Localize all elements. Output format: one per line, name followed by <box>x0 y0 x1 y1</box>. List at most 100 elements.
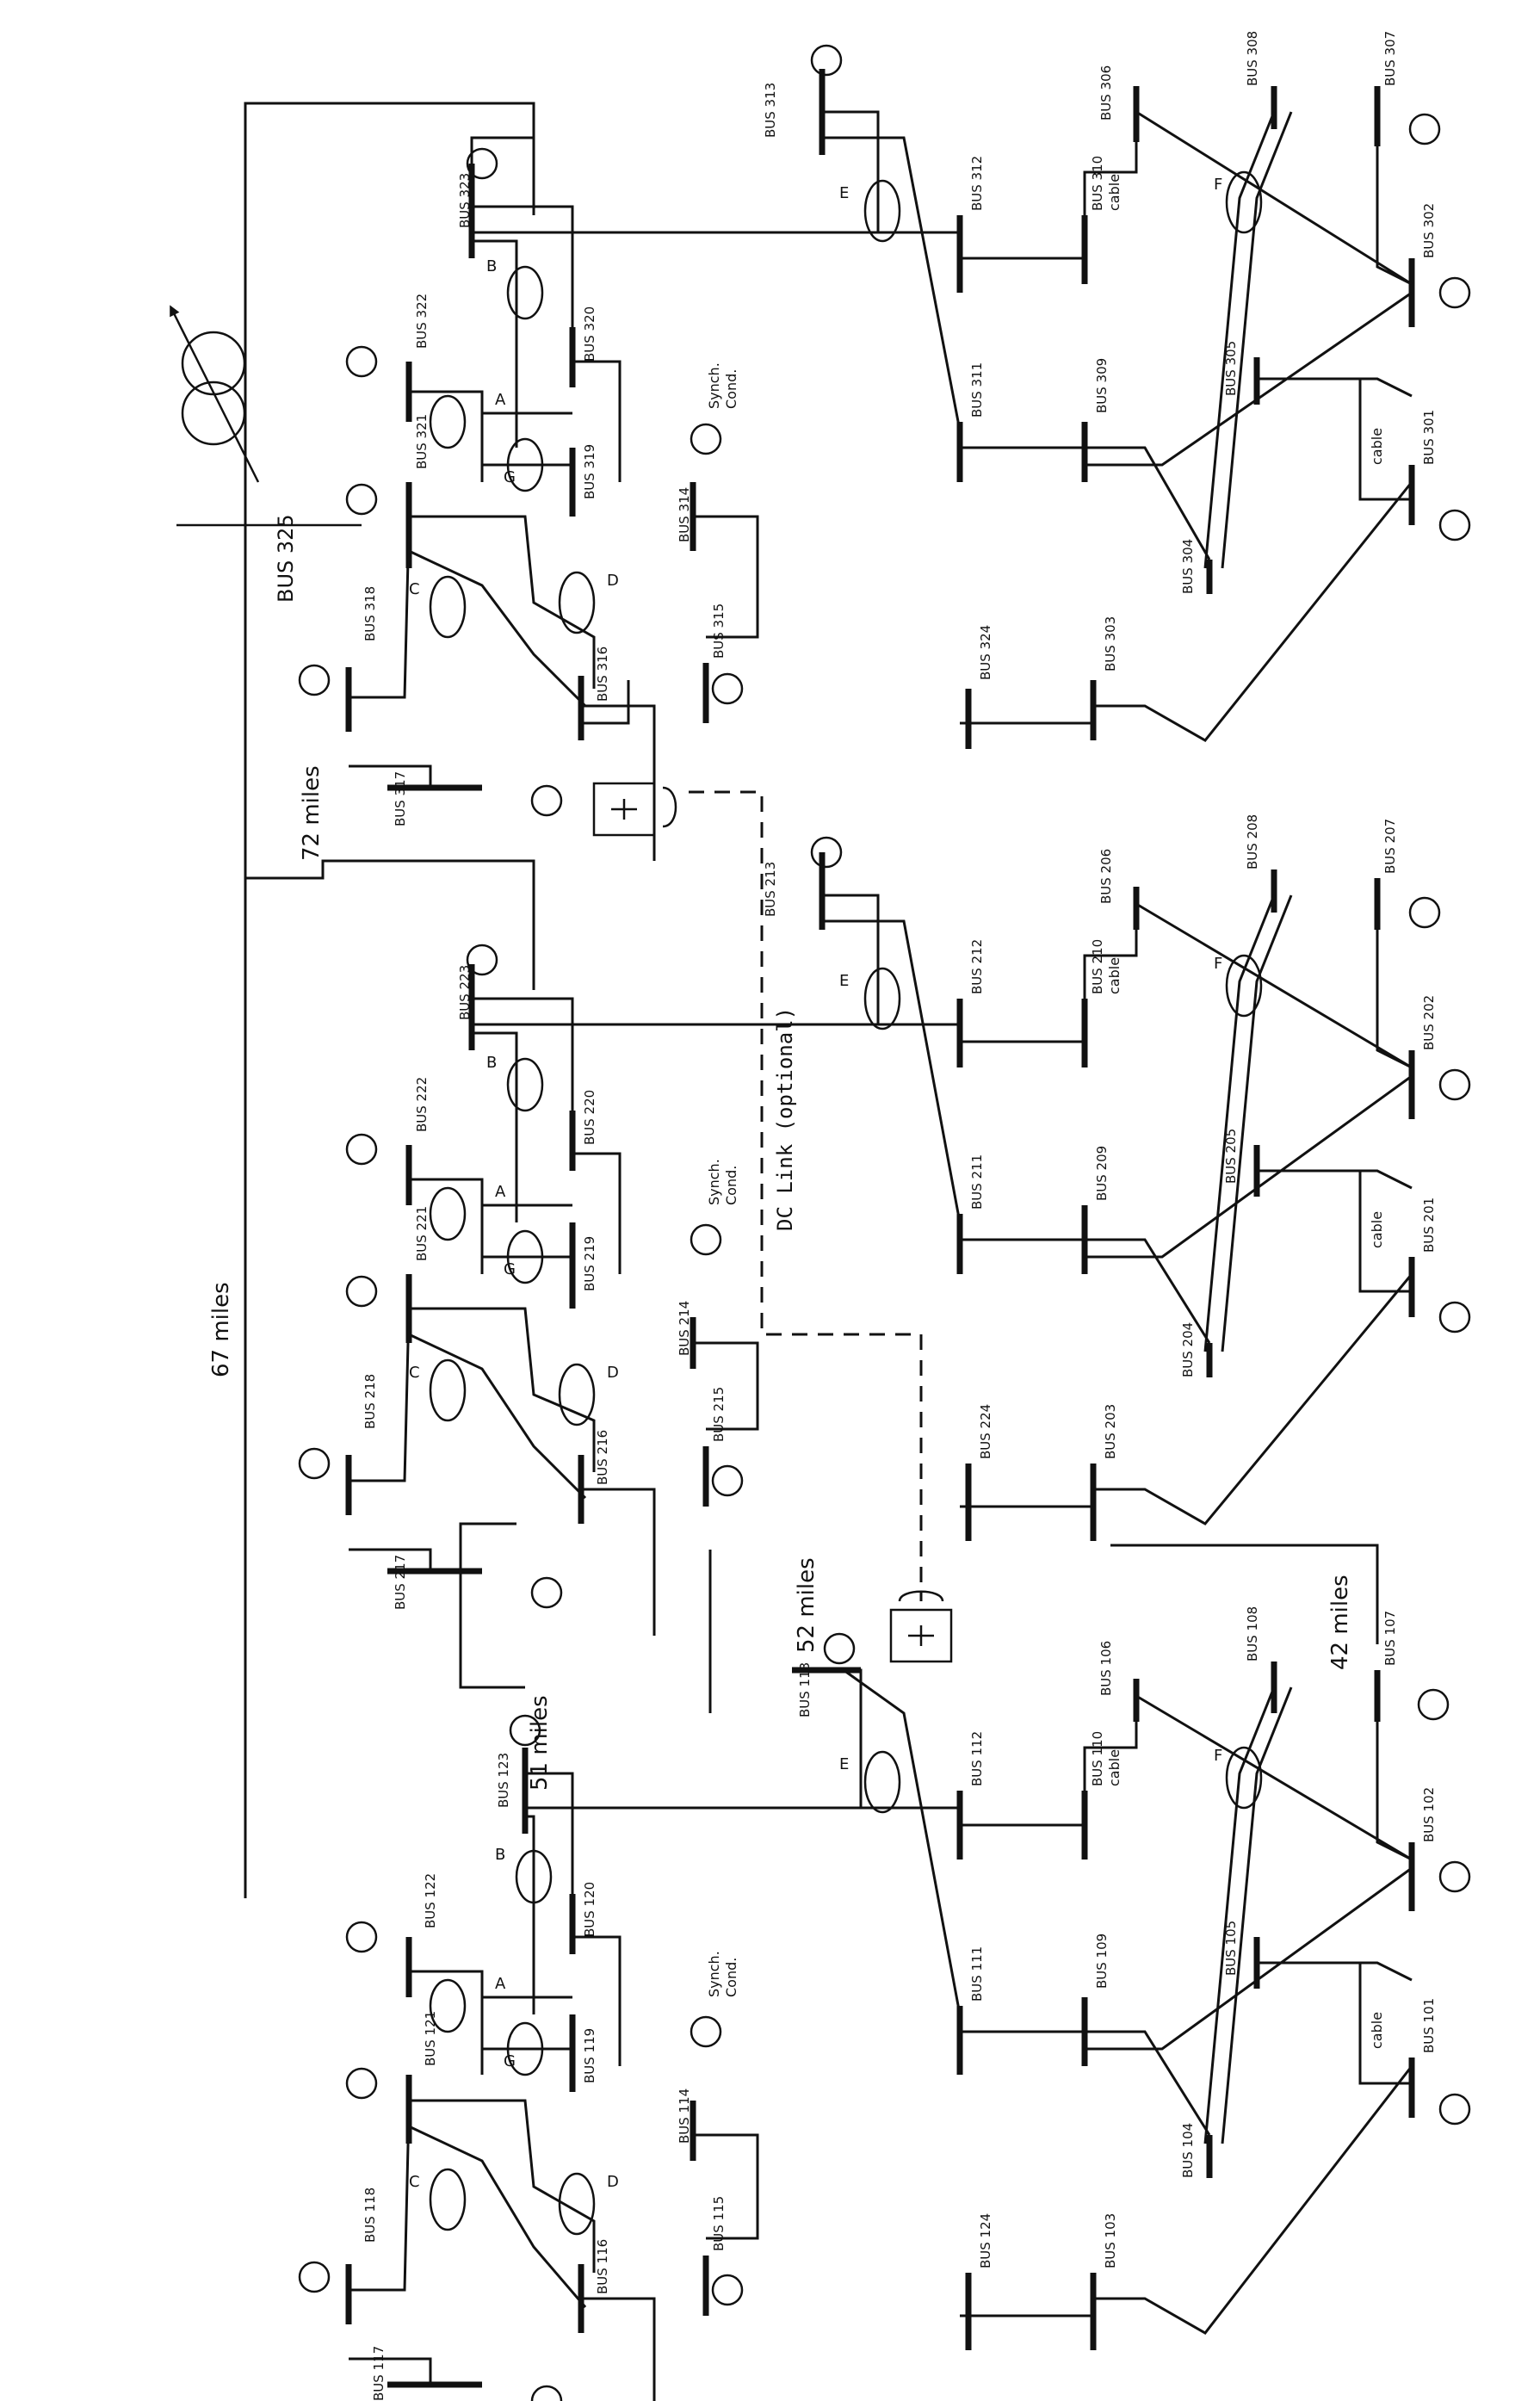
bus-label: BUS 121 <box>423 2011 438 2066</box>
bus-label: BUS 314 <box>677 487 692 542</box>
corridor-letter: C <box>409 580 420 598</box>
tie-72-miles-line <box>245 859 535 990</box>
bus-label: BUS 214 <box>677 1301 692 1356</box>
area-1 <box>298 1632 1471 2401</box>
bus-label: BUS 310 <box>1090 156 1105 211</box>
cable-label: cable <box>1106 1749 1123 1786</box>
synch-cond-label: Synch. <box>706 362 722 409</box>
bus-label: BUS 117 <box>371 2346 387 2401</box>
bus-label: BUS 120 <box>582 1882 597 1937</box>
bus-label: BUS 215 <box>711 1387 727 1442</box>
bus-label: BUS 104 <box>1180 2123 1196 2178</box>
bus-label: BUS 124 <box>978 2213 993 2268</box>
corridor-letter: B <box>486 1054 497 1072</box>
bus-label: BUS 316 <box>595 647 610 702</box>
dc-link-label: DC Link (optional) <box>773 1007 797 1231</box>
area1-lines <box>349 1668 1413 2401</box>
bus-label: BUS 318 <box>362 586 378 641</box>
bus-label: BUS 315 <box>711 603 727 659</box>
cable-label: cable <box>1106 174 1123 211</box>
area-3 <box>298 44 1471 861</box>
bus-label: BUS 301 <box>1421 410 1437 465</box>
bus-label: BUS 219 <box>582 1236 597 1291</box>
corridor-letter: F <box>1214 1747 1222 1765</box>
bus-label: BUS 213 <box>763 862 778 917</box>
bus-label: BUS 302 <box>1421 203 1437 258</box>
bus-label: BUS 203 <box>1103 1404 1118 1459</box>
area-2 <box>298 836 1471 1636</box>
corridor-ellipses-area2 <box>429 954 1263 1426</box>
tie-67-miles-label: 67 miles <box>208 1282 234 1377</box>
bus-label: BUS 101 <box>1421 1998 1437 2053</box>
corridor-letter: D <box>607 2173 619 2191</box>
bus-label: BUS 311 <box>969 362 985 418</box>
corridor-letter: B <box>495 1846 505 1864</box>
bus-label: BUS 103 <box>1103 2213 1118 2268</box>
corridor-letter: A <box>495 391 506 409</box>
bus-325-label: BUS 325 <box>274 514 298 603</box>
bus-label: BUS 119 <box>582 2028 597 2083</box>
corridor-letter: E <box>839 972 849 990</box>
bus-label: BUS 309 <box>1094 358 1110 413</box>
dc-converter-area3-icon <box>592 782 677 837</box>
corridor-letter: B <box>486 257 497 275</box>
bus-label: BUS 118 <box>362 2188 378 2243</box>
corridor-letter: F <box>1214 955 1222 973</box>
synch-cond-label: Cond. <box>723 369 739 409</box>
corridor-ellipses-area3 <box>429 170 1263 639</box>
bus-label: BUS 216 <box>595 1430 610 1485</box>
synch-cond-label: Synch. <box>706 1159 722 1205</box>
bus-label: BUS 106 <box>1098 1641 1114 1696</box>
bus-label: BUS 201 <box>1421 1197 1437 1253</box>
corridor-letter: A <box>495 1975 506 1993</box>
cable-label: cable <box>1106 957 1123 994</box>
bus-label: BUS 303 <box>1103 616 1118 671</box>
bus-label: BUS 112 <box>969 1731 985 1786</box>
bus-label: BUS 105 <box>1223 1921 1239 1976</box>
bus-label: BUS 224 <box>978 1404 993 1459</box>
tie-51-miles-line <box>459 1522 525 1689</box>
dc-converter-area1-icon <box>889 1590 953 1663</box>
bus-label: BUS 321 <box>414 414 430 469</box>
bus-label: BUS 102 <box>1421 1787 1437 1842</box>
bus-label: BUS 312 <box>969 156 985 211</box>
bus-label: BUS 123 <box>496 1753 511 1808</box>
bus-label: BUS 109 <box>1094 1934 1110 1989</box>
tie-52-miles-label: 52 miles <box>794 1557 819 1653</box>
corridor-letter: A <box>495 1183 506 1201</box>
bus-label: BUS 116 <box>595 2239 610 2294</box>
tie-42-miles-label: 42 miles <box>1327 1575 1353 1670</box>
area3-lines <box>349 110 1413 861</box>
bus-label: BUS 205 <box>1223 1129 1239 1184</box>
bus-label: BUS 218 <box>362 1374 378 1429</box>
bus-label: BUS 206 <box>1098 849 1114 904</box>
dc-link-dashed-line <box>689 790 923 1601</box>
cable-label: cable <box>1369 1211 1385 1248</box>
bus-label: BUS 210 <box>1090 939 1105 994</box>
bus-label: BUS 221 <box>414 1206 430 1261</box>
tie-72-miles-label: 72 miles <box>299 765 325 861</box>
bus-labels: BUS 317 BUS 318 BUS 321 BUS 322 BUS 319 … <box>362 31 1437 2401</box>
bus-label: BUS 322 <box>414 294 430 349</box>
bus-label: BUS 308 <box>1245 31 1260 86</box>
tie-42-miles-line <box>1110 1544 1379 1644</box>
cable-label: cable <box>1369 2012 1385 2049</box>
cable-label: cable <box>1369 428 1385 465</box>
corridor-letter: G <box>504 468 516 486</box>
bus-label: BUS 113 <box>797 1662 813 1717</box>
bus-label: BUS 212 <box>969 939 985 994</box>
bus-label: BUS 324 <box>978 625 993 680</box>
bus-label: BUS 107 <box>1382 1611 1398 1666</box>
corridor-ellipses-area1 <box>429 1746 1263 2236</box>
corridor-letter: C <box>409 2173 420 2191</box>
corridor-letters: B A G C D E F B A G C D E F B A G C D E … <box>409 176 1222 2191</box>
bus-label: BUS 313 <box>763 83 778 138</box>
synch-cond-label: Cond. <box>723 1958 739 1997</box>
synch-cond-label: Synch. <box>706 1951 722 1997</box>
bus-label: BUS 220 <box>582 1090 597 1145</box>
bus-label: BUS 211 <box>969 1154 985 1210</box>
bus-label: BUS 319 <box>582 444 597 499</box>
corridor-letter: G <box>504 2052 516 2070</box>
corridor-letter: C <box>409 1364 420 1382</box>
